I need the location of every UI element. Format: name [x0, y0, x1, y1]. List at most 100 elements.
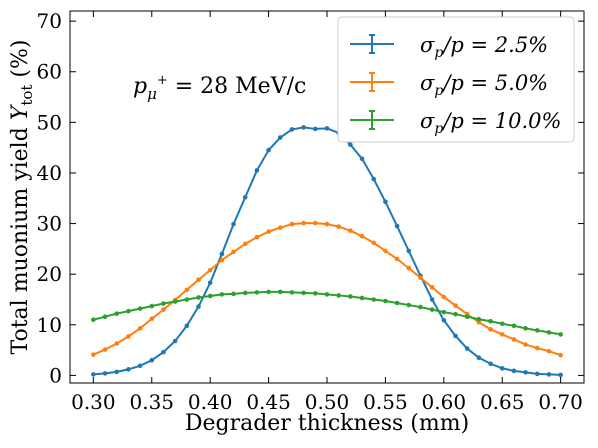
y-tick-label: 60 — [37, 60, 62, 84]
annotation-sub: μ — [147, 85, 157, 103]
legend-sub: p — [434, 121, 443, 137]
legend-rest: /p = 10.0% — [441, 109, 561, 133]
x-tick-label: 0.70 — [538, 390, 583, 414]
data-point — [546, 348, 552, 354]
x-tick-label: 0.40 — [188, 390, 233, 414]
data-point — [359, 295, 365, 301]
y-title-unit: (%) — [8, 39, 33, 84]
data-point — [254, 234, 260, 240]
data-point — [453, 333, 458, 339]
data-point — [231, 221, 236, 227]
data-point — [242, 241, 248, 247]
y-title-var: Y — [8, 103, 33, 120]
legend-sigma: σ — [420, 33, 435, 57]
data-point — [499, 332, 505, 337]
data-point — [277, 225, 283, 230]
series-line — [92, 222, 561, 357]
data-point — [114, 341, 120, 346]
data-point — [534, 371, 540, 377]
x-tick-label: 0.65 — [480, 390, 525, 414]
legend-entry: σp/p = 5.0% — [350, 71, 548, 99]
data-point — [231, 291, 236, 297]
data-point — [371, 240, 377, 246]
data-point — [406, 265, 412, 271]
legend-label: σp/p = 2.5% — [420, 33, 548, 61]
data-point — [348, 294, 353, 299]
data-point — [394, 300, 400, 306]
y-tick-label: 30 — [37, 212, 62, 236]
data-point — [149, 357, 155, 363]
data-point — [324, 292, 330, 297]
data-point — [558, 352, 563, 358]
data-point — [126, 308, 131, 314]
data-point — [219, 292, 225, 297]
data-point — [137, 363, 143, 369]
annotation-rest: = 28 MeV/c — [168, 74, 307, 99]
x-tick-label: 0.45 — [246, 390, 291, 414]
data-point — [383, 248, 388, 254]
data-point — [511, 368, 517, 374]
data-point — [534, 345, 540, 351]
data-point — [546, 330, 552, 335]
data-point — [511, 323, 517, 329]
data-point — [126, 367, 131, 372]
series-3 — [91, 289, 563, 337]
data-point — [137, 326, 143, 331]
data-point — [91, 317, 96, 323]
data-point — [196, 304, 201, 309]
data-point — [348, 142, 353, 147]
data-point — [114, 369, 120, 375]
data-point — [277, 289, 283, 295]
data-point — [429, 297, 435, 302]
data-point — [231, 249, 236, 255]
legend-label: σp/p = 5.0% — [420, 71, 548, 99]
data-point — [254, 168, 260, 173]
series-layer — [91, 125, 563, 378]
data-point — [266, 147, 271, 153]
data-point — [126, 334, 131, 339]
legend-sigma: σ — [420, 71, 435, 95]
x-axis-title: Degrader thickness (mm) — [185, 411, 469, 436]
data-point — [359, 156, 365, 162]
y-title-sub: tot — [18, 85, 36, 106]
data-point — [418, 304, 423, 310]
data-point — [499, 366, 505, 371]
x-tick-label: 0.55 — [363, 390, 408, 414]
data-point — [301, 125, 306, 130]
data-point — [149, 303, 155, 309]
data-point — [558, 372, 563, 378]
data-point — [161, 307, 166, 312]
y-tick-label: 20 — [37, 262, 62, 286]
data-point — [184, 323, 190, 329]
data-point — [406, 302, 412, 308]
data-point — [219, 251, 225, 257]
legend-entry: σp/p = 10.0% — [350, 109, 562, 137]
axis-layer: 0.30 0.35 0.40 0.45 0.50 0.55 0.60 0.65 0.70 0 10 2… — [37, 9, 584, 414]
x-tick-label: 0.35 — [130, 390, 175, 414]
data-point — [488, 318, 493, 324]
data-point — [324, 126, 330, 131]
annotation-var: p — [133, 74, 147, 99]
data-point — [207, 293, 213, 299]
data-point — [114, 311, 120, 316]
y-tick-label: 40 — [37, 161, 62, 185]
data-point — [383, 298, 388, 304]
data-point — [394, 223, 400, 229]
data-point — [429, 285, 435, 290]
data-point — [348, 228, 353, 233]
data-point — [558, 332, 563, 337]
data-point — [196, 277, 201, 283]
data-point — [184, 297, 190, 302]
data-point — [523, 326, 528, 331]
data-point — [91, 352, 96, 357]
data-point — [371, 176, 377, 182]
y-axis-title: Total muonium yield Ytot (%) — [8, 39, 36, 354]
data-point — [336, 293, 341, 298]
legend-sigma: σ — [420, 109, 435, 133]
series-line — [93, 126, 561, 376]
data-point — [254, 290, 260, 295]
data-point — [161, 301, 166, 306]
y-tick-label: 0 — [49, 363, 62, 387]
